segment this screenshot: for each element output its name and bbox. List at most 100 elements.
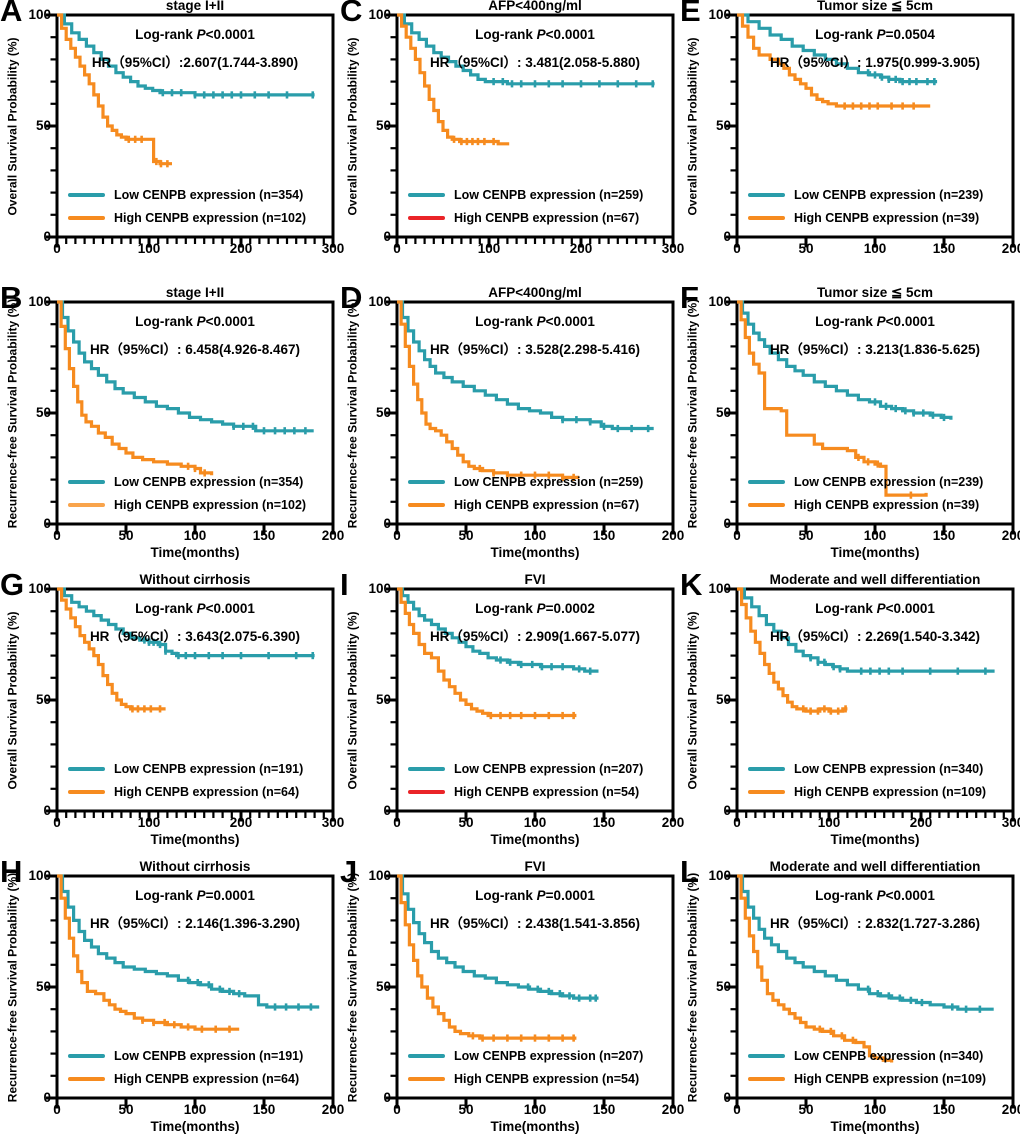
logrank-prefix: Log-rank bbox=[135, 601, 197, 616]
km-plot bbox=[386, 13, 675, 248]
survival-curve-high bbox=[737, 300, 928, 497]
km-plot bbox=[726, 13, 1015, 248]
legend-swatch-low bbox=[68, 480, 105, 484]
km-plot bbox=[46, 587, 335, 822]
logrank-prefix: Log-rank bbox=[475, 888, 537, 903]
x-axis-title: Time(months) bbox=[150, 832, 240, 847]
legend-item-high: High CENPB expression (n=64) bbox=[68, 1072, 299, 1086]
x-tick-label: 300 bbox=[321, 815, 345, 830]
km-plot bbox=[46, 13, 335, 248]
survival-curve-high bbox=[397, 874, 577, 1040]
legend-item-low: Low CENPB expression (n=340) bbox=[748, 762, 983, 776]
legend-swatch-high bbox=[68, 503, 105, 507]
y-tick-label: 0 bbox=[43, 516, 51, 531]
p-symbol: P bbox=[536, 27, 546, 42]
survival-curve-low bbox=[57, 874, 320, 1009]
panel-letter: H bbox=[0, 854, 22, 889]
survival-curve-high bbox=[397, 587, 577, 718]
hr-annotation: HR（95%CI）: 6.458(4.926-8.467) bbox=[89, 342, 301, 357]
p-value: <0.0001 bbox=[885, 888, 935, 903]
x-axis-title: Time(months) bbox=[830, 1119, 920, 1134]
legend-item-low: Low CENPB expression (n=239) bbox=[748, 475, 983, 489]
y-tick-label: 50 bbox=[375, 692, 391, 707]
legend-swatch-low bbox=[408, 480, 445, 484]
legend-swatch-low bbox=[68, 1054, 105, 1058]
legend-label-high: High CENPB expression (n=67) bbox=[454, 211, 640, 225]
legend-label-low: Low CENPB expression (n=259) bbox=[454, 188, 644, 202]
survival-curve-high bbox=[57, 13, 172, 166]
p-symbol: P bbox=[196, 314, 206, 329]
y-tick-label: 50 bbox=[715, 692, 731, 707]
p-symbol: P bbox=[196, 601, 206, 616]
x-tick-label: 0 bbox=[53, 815, 61, 830]
legend-label-low: Low CENPB expression (n=340) bbox=[794, 762, 984, 776]
x-tick-label: 0 bbox=[53, 528, 61, 543]
survival-curve-low bbox=[397, 874, 599, 1000]
km-panel-g: G Overall Survival Probability (%) Witho… bbox=[0, 567, 344, 861]
legend-item-high: High CENPB expression (n=64) bbox=[68, 785, 299, 799]
hr-annotation: HR（95%CI）:2.607(1.744-3.890) bbox=[91, 55, 299, 70]
hr-annotation: HR（95%CI）: 2.146(1.396-3.290) bbox=[89, 916, 301, 931]
p-value: =0.0504 bbox=[885, 27, 935, 42]
panel-letter: I bbox=[340, 567, 349, 602]
legend-swatch-low bbox=[408, 1054, 445, 1058]
x-tick-label: 50 bbox=[458, 528, 474, 543]
x-tick-label: 100 bbox=[183, 528, 207, 543]
x-axis-title: Time(months) bbox=[490, 832, 580, 847]
survival-curve-low bbox=[737, 587, 995, 673]
panel-title: AFP<400ng/ml bbox=[488, 0, 582, 13]
survival-curve-low bbox=[397, 13, 655, 86]
p-symbol: P bbox=[536, 888, 546, 903]
x-tick-label: 150 bbox=[932, 241, 956, 256]
y-tick-label: 100 bbox=[28, 294, 51, 309]
y-tick-label: 0 bbox=[383, 1090, 391, 1105]
x-tick-label: 150 bbox=[252, 1102, 276, 1117]
legend-swatch-high bbox=[408, 216, 445, 220]
survival-curve-low bbox=[737, 874, 994, 1011]
km-plot bbox=[386, 874, 675, 1109]
legend-label-high: High CENPB expression (n=109) bbox=[794, 1072, 987, 1086]
logrank-annotation: Log-rank P<0.0001 bbox=[57, 314, 333, 329]
y-tick-label: 0 bbox=[723, 229, 731, 244]
legend-label-high: High CENPB expression (n=109) bbox=[794, 785, 987, 799]
x-tick-label: 0 bbox=[393, 1102, 401, 1117]
logrank-prefix: Log-rank bbox=[135, 314, 197, 329]
km-panel-l: L Recurrence-free Survival Probability (… bbox=[680, 854, 1020, 1148]
legend-item-low: Low CENPB expression (n=207) bbox=[408, 762, 643, 776]
panel-title: AFP<400ng/ml bbox=[488, 285, 582, 300]
legend-swatch-high bbox=[748, 790, 785, 794]
y-tick-label: 50 bbox=[715, 405, 731, 420]
x-tick-label: 0 bbox=[53, 241, 61, 256]
legend-swatch-low bbox=[748, 480, 785, 484]
km-panel-e: E Overall Survival Probability (%) Tumor… bbox=[680, 0, 1020, 287]
x-tick-label: 0 bbox=[393, 241, 401, 256]
survival-curve-high bbox=[397, 13, 510, 146]
logrank-annotation: Log-rank P<0.0001 bbox=[737, 601, 1013, 616]
y-tick-label: 100 bbox=[28, 7, 51, 22]
legend-swatch-low bbox=[748, 193, 785, 197]
legend-label-low: Low CENPB expression (n=239) bbox=[794, 188, 984, 202]
legend-item-low: Low CENPB expression (n=239) bbox=[748, 188, 983, 202]
panel-letter: F bbox=[680, 280, 699, 315]
x-tick-label: 0 bbox=[393, 528, 401, 543]
legend-label-high: High CENPB expression (n=102) bbox=[114, 498, 307, 512]
p-value: <0.0001 bbox=[205, 27, 255, 42]
hr-annotation: HR（95%CI）: 1.975(0.999-3.905) bbox=[769, 55, 981, 70]
survival-curve-high bbox=[57, 874, 240, 1031]
survival-curve-low bbox=[57, 300, 314, 433]
y-tick-label: 50 bbox=[375, 405, 391, 420]
y-tick-label: 0 bbox=[43, 229, 51, 244]
survival-curve-low bbox=[57, 587, 315, 658]
legend-swatch-high bbox=[748, 1077, 785, 1081]
hr-annotation: HR（95%CI）: 3.643(2.075-6.390) bbox=[89, 629, 301, 644]
panel-title: Without cirrhosis bbox=[139, 859, 251, 874]
legend-item-high: High CENPB expression (n=102) bbox=[68, 498, 306, 512]
y-tick-label: 0 bbox=[383, 516, 391, 531]
x-axis-title: Time(months) bbox=[490, 545, 580, 560]
legend-item-low: Low CENPB expression (n=191) bbox=[68, 762, 303, 776]
logrank-prefix: Log-rank bbox=[815, 601, 877, 616]
legend-label-low: Low CENPB expression (n=207) bbox=[454, 1049, 644, 1063]
x-tick-label: 50 bbox=[798, 1102, 814, 1117]
km-panel-b: B Recurrence-free Survival Probability (… bbox=[0, 280, 344, 574]
y-tick-label: 100 bbox=[708, 294, 731, 309]
